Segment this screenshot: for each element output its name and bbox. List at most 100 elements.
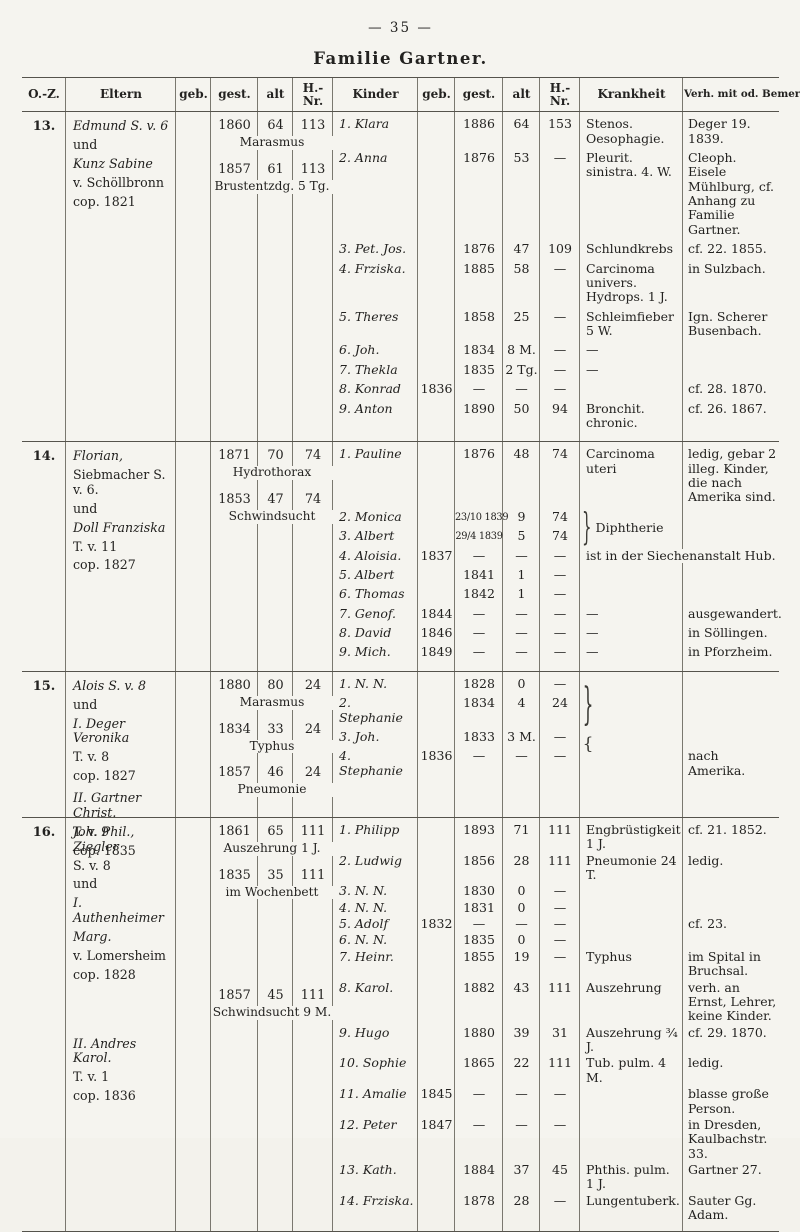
child-gest: 29/4 1839 [455,531,503,543]
child-hausnummer: 109 [548,241,572,257]
eltern-line: und [73,696,98,712]
child-alt: 22 [513,1055,530,1071]
header-pgeb: geb. [179,87,208,102]
child-row: 7. Thekla 1835 2 Tg. — — [333,361,779,377]
parent-gest: 1857 [218,988,251,1004]
child-gest: — [472,625,486,641]
child-row: 8. Karol. 1882 43 111 Auszehrung verh. an Ern… [333,979,779,1024]
child-geb: 1836 [420,748,453,764]
header-kalt: alt [512,87,531,102]
children-block: 1. Pauline 1876 48 74 Carcinoma uteri ledig, … [333,446,782,660]
child-hausnummer: — [553,566,567,582]
parent-death-cause: Typhus [211,739,333,754]
parent-death-values: 1857 46 24 [211,766,333,780]
eltern-line: Joh. Phil., Ziegler [73,823,135,854]
child-row: 7. Genof. 1844 — — — — ausgewandert. [333,605,782,621]
child-gest: 1858 [463,308,495,324]
child-name: 1. Philipp [339,821,400,837]
child-row: 8. Konrad 1836 — — — cf. 28. 1870. [333,381,779,397]
child-name: 8. Karol. [339,979,394,995]
child-hausnummer: — [553,1192,567,1208]
child-krankheit: — [586,342,599,358]
child-row: 4. Frziska. 1885 58 — Carcinoma univers. Hyd… [333,261,779,305]
child-hausnummer: 111 [548,852,572,868]
eltern-line: cop. 1835 [73,842,136,858]
family-row: 14. Florian, Siebmacher S. v. 6. und Doll Fr… [22,442,782,672]
child-name: 7. Heinr. [339,948,394,964]
child-alt: 48 [513,446,530,462]
child-alt: 47 [513,241,530,257]
child-hausnummer: 74 [552,446,568,462]
child-bemerk: nach Amerika. [688,748,746,778]
parent-death-entry: 1853 47 74 Schwindsucht [211,492,333,524]
child-gest: 1886 [463,116,495,132]
eltern-line: und [73,137,98,153]
child-hausnummer: 45 [552,1162,568,1178]
parent-alt: 80 [267,677,284,693]
child-gest: 1876 [463,446,495,462]
family-row: 13. Edmund S. v. 6 und Kunz Sabine v. Schöll… [22,112,779,443]
parent-hausnummer: 111 [300,867,326,883]
child-geb: 1844 [420,605,453,621]
child-krankheit: Lungentuberk. [586,1192,680,1208]
parent-death-cause: Marasmus [211,136,333,150]
parent-death-values: 1834 33 24 [211,721,333,737]
child-alt: 1 [517,566,526,582]
parent-death-values: 1853 47 74 [211,492,333,507]
parent-death-values: 1861 65 111 [211,824,333,839]
child-gest: 1884 [463,1162,495,1178]
child-krankheit: Schleimfieber 5 W. [586,308,674,339]
child-gest: — [472,381,486,397]
parent-death-cause: Schwindsucht [211,509,333,524]
child-row: 3. Joh. 1833 3 M. — [333,728,779,744]
brace-icon: } [582,504,592,550]
parent-alt: 61 [267,161,284,177]
parent-gest: 1835 [218,867,251,883]
child-hausnummer: — [553,547,567,563]
child-krankheit-label: Diphtherie [595,520,664,536]
child-bemerk: Deger 19. 1839. [688,116,751,146]
child-name: 3. Joh. [339,728,380,744]
eltern-line: II. Andres Karol. [73,1035,137,1066]
child-alt: 0 [517,932,526,948]
child-gest: 1830 [463,883,495,899]
child-geb: 1849 [420,644,453,660]
child-name: 1. Klara [339,116,390,132]
parent-alt: 33 [267,721,284,737]
child-name: 1. Pauline [339,446,402,462]
child-hausnummer: — [553,916,567,932]
family-row: 16. Joh. Phil., Ziegler S. v. 8 und I. Authe… [22,818,779,1232]
family-row: 15. Alois S. v. 8 und I. Deger Veronika T. v… [22,672,779,857]
child-hausnummer: 111 [548,979,572,995]
child-hausnummer: 74 [552,528,568,544]
brace-icon: { [582,734,594,755]
eltern-line: T. v. 11 [73,538,118,554]
parent-death-entry: 1860 64 113 Marasmus [211,119,333,150]
eltern-line: Alois S. v. 8 [73,677,147,693]
child-krankheit: — [586,361,599,377]
child-alt: 0 [517,675,526,691]
header-bemerk: Verh. mit od. Bemerk. [684,88,800,101]
child-alt: 2 Tg. [505,361,538,377]
child-name: 7. Thekla [339,361,398,377]
header-khnr: H.-Nr. [549,81,571,108]
child-krankheit: Auszehrung ¾ J. [586,1024,678,1055]
child-row: 10. Sophie 1865 22 111 Tub. pulm. 4 M. ledig. [333,1056,779,1085]
parents-death-data: 1861 65 111 Auszehrung 1 J. 1835 35 111 im Woch… [211,824,333,1033]
child-name: 2. Anna [339,149,388,165]
family-table: O.-Z. Eltern geb. gest. alt H.-Nr. Kinder geb. g… [22,77,800,1232]
child-row: 6. N. N. 1835 0 — [333,932,779,948]
child-row: 4. Stephanie 1836 — — — nach Amerika. [333,748,779,778]
child-name: 1. N. N. [339,675,388,691]
child-row: 3. Albert 29/4 1839 5 74 [333,528,779,544]
eltern-line: cop. 1827 [73,557,136,573]
header-krankheit: Krankheit [597,87,666,102]
parent-death-entry: 1861 65 111 Auszehrung 1 J. [211,824,333,856]
parents-death-data: 1860 64 113 Marasmus 1857 61 113 Brustentzdg. 5… [211,119,333,206]
eltern-line: Edmund S. v. 6 [73,118,169,134]
parent-alt: 64 [267,118,284,134]
child-row: 9. Mich. 1849 — — — — in Pforzheim. [333,644,779,660]
eltern-line: und [73,500,98,516]
child-row: 8. David 1846 — — — — in Söllingen. [333,625,779,641]
parent-death-values: 1857 45 111 [211,989,333,1003]
